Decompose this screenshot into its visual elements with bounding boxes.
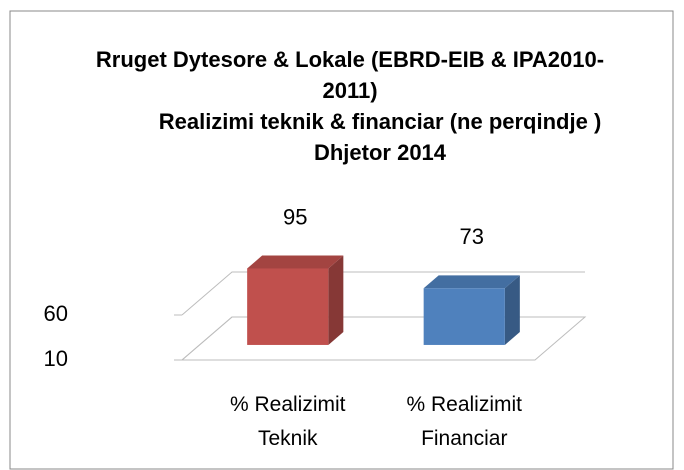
data-label: 73 — [460, 224, 484, 249]
chart-border — [9, 10, 674, 470]
data-label: 95 — [283, 204, 307, 229]
chart-subtitle: Realizimi teknik & financiar (ne perqind… — [158, 109, 602, 165]
bar — [423, 288, 505, 345]
x-tick-label: % Realizimit Financiar — [406, 393, 523, 450]
x-tick-label: % Realizimit Teknik — [229, 393, 346, 450]
bar-side — [328, 255, 344, 345]
y-tick-label: 60 — [44, 301, 68, 326]
y-tick-label: 10 — [44, 346, 68, 371]
chart-title: Rruget Dytesore & Lokale (EBRD-EIB & IPA… — [95, 47, 605, 103]
bar-side — [504, 275, 520, 345]
grid-line — [181, 316, 585, 361]
bar — [247, 268, 329, 345]
floor — [180, 316, 587, 361]
bar-top — [423, 275, 520, 289]
grid-line — [181, 271, 585, 316]
bar-top — [247, 255, 344, 269]
